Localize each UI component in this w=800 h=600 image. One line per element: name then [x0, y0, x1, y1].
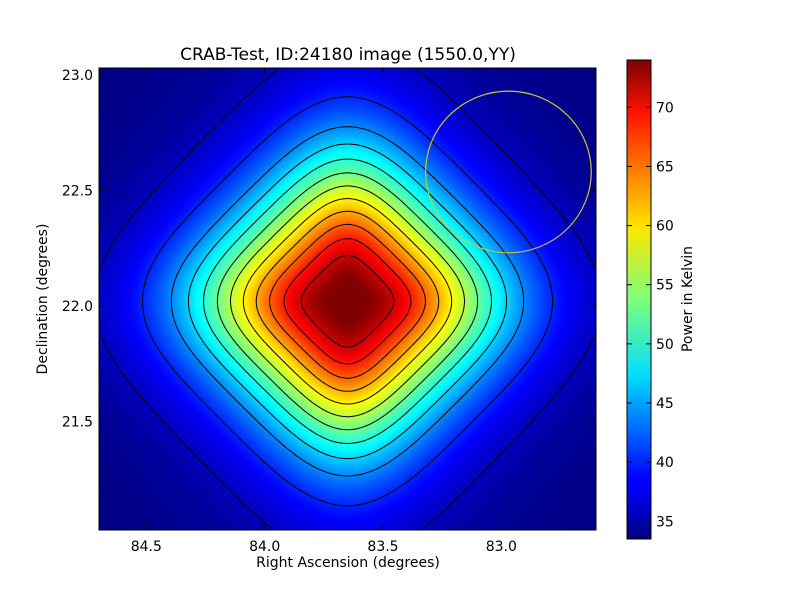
contour-level — [300, 255, 395, 348]
contour-level — [203, 158, 492, 444]
y-tick-label: 22.0 — [62, 299, 93, 315]
x-tick-label: 84.5 — [131, 539, 162, 555]
colorbar-tick-label: 45 — [656, 396, 674, 412]
y-axis: 21.5 22.0 22.5 23.0 — [62, 68, 596, 430]
colorbar-label: Power in Kelvin — [680, 246, 696, 352]
marker-circle-group — [424, 90, 592, 254]
colorbar-tick-label: 60 — [656, 219, 674, 235]
colorbar-tick-label: 40 — [656, 455, 674, 471]
plot-frame — [98, 67, 597, 531]
colorbar-tick-label: 35 — [656, 514, 674, 530]
contour-level — [230, 185, 465, 418]
contour-level — [187, 143, 508, 460]
chart-title: CRAB-Test, ID:24180 image (1550.0,YY) — [180, 45, 516, 65]
x-axis-label: Right Ascension (degrees) — [256, 555, 440, 571]
contour-level — [170, 126, 525, 477]
marker-circle — [424, 90, 592, 254]
x-tick-label: 83.5 — [367, 539, 398, 555]
contour-level — [216, 172, 479, 431]
contour-level — [100, 69, 595, 529]
colorbar-tick-label: 70 — [656, 100, 674, 116]
contour-level — [242, 198, 453, 405]
y-axis-label: Declination (degrees) — [35, 224, 51, 375]
y-tick-label: 22.5 — [62, 183, 93, 199]
colorbar-axis: 35 40 45 50 55 60 65 70 — [627, 100, 674, 530]
y-tick-label: 21.5 — [62, 414, 93, 430]
y-tick-label: 23.0 — [62, 68, 93, 84]
colorbar-tick-label: 65 — [656, 159, 674, 175]
x-tick-label: 84.0 — [249, 539, 280, 555]
colorbar — [626, 59, 652, 540]
colorbar-tick-label: 50 — [656, 337, 674, 353]
contour-level — [269, 223, 426, 379]
contour-lines — [100, 69, 595, 529]
contour-level — [283, 238, 412, 365]
x-axis: 84.5 84.0 83.5 83.0 — [131, 68, 517, 555]
contour-level — [142, 96, 553, 507]
contour-level — [255, 210, 440, 392]
colorbar-tick-label: 55 — [656, 278, 674, 294]
x-tick-label: 83.0 — [486, 539, 517, 555]
heatmap-image — [99, 68, 596, 530]
